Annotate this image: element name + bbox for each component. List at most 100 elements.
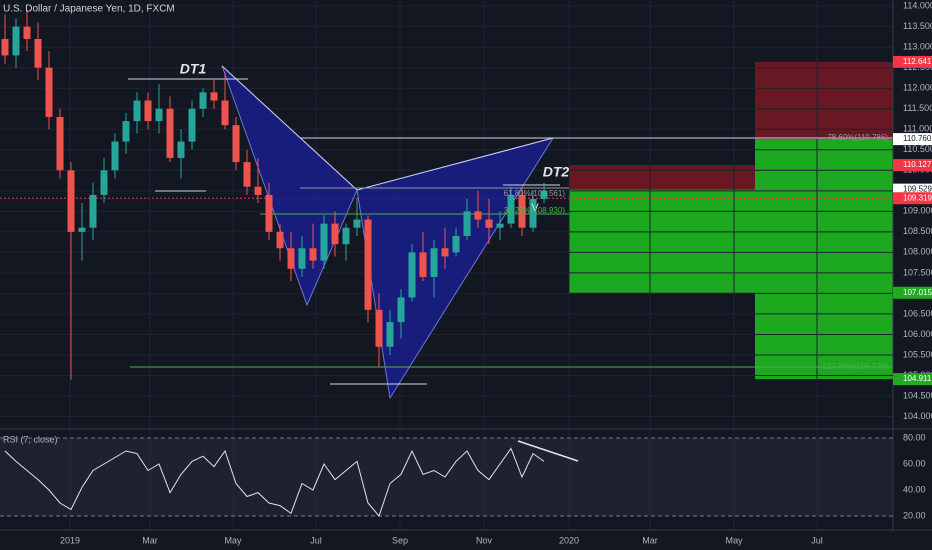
stop-zone [755, 61, 893, 140]
x-tick-label: Nov [476, 535, 493, 545]
candle-body [243, 162, 251, 187]
candle-body [188, 108, 196, 142]
price-tag [893, 192, 932, 205]
candle-body [419, 252, 427, 277]
y-tick-label: 105.500 [903, 349, 932, 359]
candle-body [320, 223, 328, 261]
x-tick-label: 2020 [559, 535, 579, 545]
y-tick-label: 112.000 [903, 83, 932, 93]
target-zone [755, 139, 893, 380]
rsi-tick-label: 60.00 [903, 458, 926, 468]
candle-body [309, 248, 317, 261]
candle-body [430, 248, 438, 277]
candle-body [441, 248, 449, 257]
candle-body [254, 186, 262, 195]
candle-body [331, 223, 339, 245]
candle-body [166, 108, 174, 158]
x-tick-label: May [725, 535, 743, 545]
candle-body [408, 252, 416, 298]
price-tag [893, 159, 932, 172]
x-tick-label: Jul [811, 535, 823, 545]
rsi-band [0, 438, 893, 516]
y-tick-label: 113.500 [903, 21, 932, 31]
y-tick-label: 108.000 [903, 247, 932, 257]
candle-body [298, 248, 306, 269]
annotation: DT1 [180, 61, 207, 77]
candle-body [89, 194, 97, 228]
candle-body [12, 26, 20, 56]
y-tick-label: 108.500 [903, 226, 932, 236]
candle-body [375, 309, 383, 347]
fib-label: 78.60%(110.786) [827, 133, 888, 142]
rsi-line [4, 447, 545, 517]
price-tag-label: 107.015 [903, 288, 932, 297]
price-tag [893, 133, 932, 146]
y-tick-label: 110.500 [903, 144, 932, 154]
candle-body [155, 108, 163, 122]
rsi-label: RSI (7, close) [3, 434, 58, 444]
candle-body [485, 219, 493, 228]
candle-body [232, 125, 240, 163]
candle-body [78, 227, 86, 232]
price-tag [893, 55, 932, 68]
candle-body [210, 92, 218, 101]
candle-body [45, 67, 53, 117]
stop-zone [569, 165, 755, 190]
price-tag-label: 109.529 [903, 185, 932, 194]
y-tick-label: 109.000 [903, 206, 932, 216]
target-zone [569, 189, 755, 293]
candle-body [23, 26, 31, 39]
candle-body [100, 170, 108, 195]
pattern-line [221, 65, 358, 191]
chart-title: U.S. Dollar / Japanese Yen, 1D, FXCM [3, 4, 175, 15]
price-tag [893, 373, 932, 386]
x-tick-label: 2019 [60, 535, 80, 545]
candle-body [364, 219, 372, 310]
y-tick-label: 111.500 [903, 103, 932, 113]
candle-body [122, 121, 130, 142]
y-tick-label: 104.500 [903, 390, 932, 400]
y-tick-label: 113.000 [903, 42, 932, 52]
price-tag-label: 109.319 [903, 193, 932, 202]
candle-body [287, 248, 295, 269]
candle-body [342, 227, 350, 245]
annotation: V [531, 202, 539, 214]
candle-body [34, 38, 42, 68]
candle-body [353, 219, 361, 228]
rsi-tick-label: 80.00 [903, 432, 926, 442]
y-tick-label: 114.000 [903, 1, 932, 11]
x-tick-label: Mar [642, 535, 658, 545]
candle-body [111, 141, 119, 171]
fib-label: 127.20%(105.170) [822, 362, 888, 371]
fib-label: 38.20%(108.930) [504, 206, 566, 215]
x-tick-label: Sep [392, 535, 408, 545]
y-tick-label: 111.000 [903, 124, 932, 134]
candle-body [133, 100, 141, 122]
y-tick-label: 106.000 [903, 329, 932, 339]
y-tick-label: 107.500 [903, 267, 932, 277]
price-tag-label: 110.760 [903, 134, 932, 143]
candle-body [507, 194, 515, 224]
y-tick-label: 106.500 [903, 308, 932, 318]
price-tag-label: 112.641 [903, 57, 932, 66]
fib-label: 61.80%(109.561) [504, 189, 566, 198]
rsi-tick-label: 40.00 [903, 484, 926, 494]
candle-body [67, 170, 75, 232]
price-tag-label: 104.911 [903, 374, 932, 383]
candle-body [529, 199, 537, 228]
pattern-line [356, 137, 554, 191]
rsi-tick-label: 20.00 [903, 510, 926, 520]
candle-body [221, 100, 229, 126]
candle-body [276, 231, 284, 249]
candle-body [265, 194, 273, 232]
candle-body [496, 223, 504, 228]
x-tick-label: May [224, 535, 242, 545]
x-tick-label: Mar [142, 535, 158, 545]
candle-body [518, 194, 526, 228]
candle-body [56, 116, 64, 171]
candle-body [144, 100, 152, 122]
candle-body [1, 38, 9, 56]
candle-body [199, 92, 207, 109]
price-tag [893, 286, 932, 299]
